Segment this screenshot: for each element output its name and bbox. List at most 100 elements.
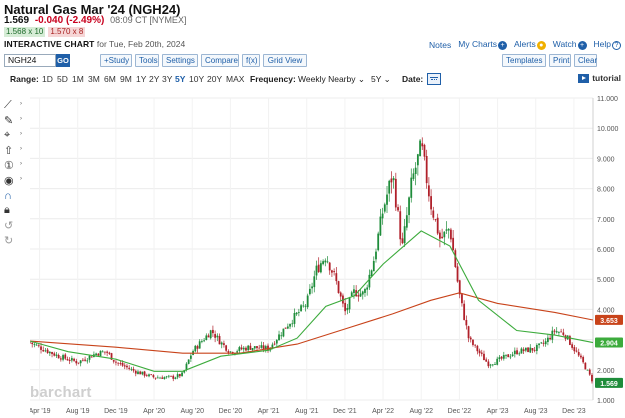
candle-body: [167, 375, 170, 377]
symbol-input[interactable]: NGH24: [4, 54, 56, 67]
candle-body: [97, 353, 100, 356]
x-tick-label: Apr '23: [487, 408, 509, 415]
candle-body: [522, 349, 525, 352]
candle-body: [55, 354, 58, 356]
range-1y[interactable]: 1Y: [136, 74, 147, 84]
chevron-right-icon: ›: [20, 146, 22, 152]
candle-body: [216, 335, 219, 338]
redo-icon: ↻: [4, 235, 14, 247]
candle-body: [207, 335, 210, 338]
compare-button[interactable]: Compare: [201, 54, 239, 67]
candle-body: [282, 328, 285, 337]
grid-view-button[interactable]: Grid View: [263, 54, 307, 67]
candle-body: [322, 261, 325, 265]
candle-body: [414, 167, 417, 174]
last-price: 1.569: [4, 15, 30, 26]
candle-body: [145, 375, 148, 377]
candle-body: [134, 370, 137, 374]
candle-body: [240, 347, 243, 350]
go-button[interactable]: GO: [56, 54, 70, 67]
magnet-tool[interactable]: ∩: [4, 188, 26, 203]
pen-tool[interactable]: ✎ ›: [4, 113, 26, 128]
candle-body: [317, 264, 320, 273]
candle-body: [337, 281, 340, 293]
candle-body: [30, 342, 31, 344]
candle-body: [392, 178, 395, 181]
y-tick-label: 7.000: [597, 217, 615, 224]
arrow-tool[interactable]: ⇧ ›: [4, 143, 26, 158]
candle-body: [511, 354, 514, 356]
candle-body: [419, 140, 421, 157]
clear-button[interactable]: Clear: [574, 54, 597, 67]
candle-body: [458, 280, 461, 295]
candle-body: [383, 204, 386, 212]
tutorial-button[interactable]: tutorial: [578, 73, 621, 83]
range-max[interactable]: MAX: [226, 74, 245, 84]
circle-tool[interactable]: ① ›: [4, 158, 26, 173]
fx-button[interactable]: f(x): [242, 54, 260, 67]
undo-tool[interactable]: ↺: [4, 218, 26, 233]
candle-body: [291, 323, 294, 325]
candle-body: [88, 355, 91, 360]
settings-button[interactable]: Settings: [162, 54, 198, 67]
calendar-icon[interactable]: [427, 73, 441, 85]
chart-svg[interactable]: 1.0002.0003.0004.0005.0006.0007.0008.000…: [30, 94, 625, 418]
help-link[interactable]: Help?: [594, 39, 621, 50]
candle-body: [176, 374, 179, 378]
candle-body: [117, 362, 120, 364]
candle-body: [399, 211, 402, 240]
chevron-right-icon: ›: [20, 131, 22, 137]
candle-body: [476, 345, 479, 352]
range-20y[interactable]: 20Y: [207, 74, 223, 84]
eye-tool[interactable]: ◉ ›: [4, 173, 26, 188]
frequency-label: Frequency:: [250, 74, 296, 84]
candle-body: [86, 360, 89, 362]
candle-body: [220, 342, 223, 345]
range-3m[interactable]: 3M: [88, 74, 100, 84]
my-charts-link[interactable]: My Charts +: [458, 39, 507, 50]
print-button[interactable]: Print: [549, 54, 571, 67]
crosshair-tool[interactable]: ⌖ ›: [4, 128, 26, 143]
range-6m[interactable]: 6M: [104, 74, 116, 84]
candle-body: [304, 305, 307, 307]
candle-body: [203, 340, 205, 342]
tools-button[interactable]: Tools: [135, 54, 159, 67]
frequency-select[interactable]: Weekly Nearby ⌄: [298, 72, 365, 86]
watch-link[interactable]: Watch +: [553, 39, 587, 50]
candle-body: [260, 345, 263, 348]
lock-tool[interactable]: 🔒︎: [4, 203, 26, 218]
undo-icon: ↺: [4, 220, 14, 232]
add-study-button[interactable]: +Study: [100, 54, 132, 67]
candle-body: [540, 342, 543, 344]
candle-body: [416, 154, 419, 166]
candle-body: [344, 302, 347, 312]
help-label: Help: [593, 39, 611, 49]
chevron-down-icon: ⌄: [383, 74, 391, 84]
range-1m[interactable]: 1M: [72, 74, 84, 84]
candle-body: [445, 229, 448, 231]
x-tick-label: Aug '21: [295, 408, 319, 415]
notes-link[interactable]: Notes: [429, 39, 452, 50]
candle-body: [101, 351, 104, 353]
candle-body: [474, 344, 477, 346]
candle-body: [375, 251, 377, 260]
line-tool[interactable]: ⟋ ›: [4, 98, 26, 113]
range-1d[interactable]: 1D: [42, 74, 53, 84]
templates-button[interactable]: Templates: [502, 54, 546, 67]
range-5y[interactable]: 5Y: [175, 74, 186, 84]
candle-body: [185, 363, 188, 370]
chevron-right-icon: ›: [20, 101, 22, 107]
range-2y[interactable]: 2Y: [149, 74, 160, 84]
range-10y[interactable]: 10Y: [189, 74, 205, 84]
alerts-link[interactable]: Alerts ●: [514, 39, 546, 50]
range-5d[interactable]: 5D: [57, 74, 68, 84]
period-select[interactable]: 5Y ⌄: [371, 72, 391, 86]
price-chart[interactable]: 1.0002.0003.0004.0005.0006.0007.0008.000…: [30, 94, 625, 418]
range-3y[interactable]: 3Y: [162, 74, 173, 84]
redo-tool[interactable]: ↻: [4, 233, 26, 248]
candle-body: [461, 294, 463, 304]
candle-body: [174, 377, 177, 379]
bid-ask: 1.568 x 10 1.570 x 8: [4, 27, 86, 37]
candle-body: [496, 358, 499, 365]
range-9m[interactable]: 9M: [120, 74, 132, 84]
